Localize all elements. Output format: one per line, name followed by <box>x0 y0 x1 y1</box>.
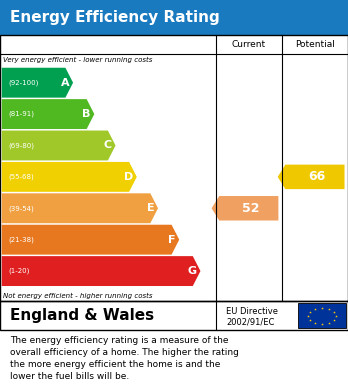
Text: England & Wales: England & Wales <box>10 308 155 323</box>
Text: Very energy efficient - lower running costs: Very energy efficient - lower running co… <box>3 57 153 63</box>
Polygon shape <box>2 193 158 223</box>
Text: 2002/91/EC: 2002/91/EC <box>226 317 275 326</box>
Text: F: F <box>168 235 176 245</box>
Text: Energy Efficiency Rating: Energy Efficiency Rating <box>10 10 220 25</box>
Bar <box>0 35 348 301</box>
Polygon shape <box>2 162 137 192</box>
Text: (69-80): (69-80) <box>9 142 35 149</box>
Text: The energy efficiency rating is a measure of the
overall efficiency of a home. T: The energy efficiency rating is a measur… <box>10 336 239 381</box>
Polygon shape <box>2 256 200 286</box>
Text: (1-20): (1-20) <box>9 268 30 274</box>
Text: (39-54): (39-54) <box>9 205 34 212</box>
Text: (55-68): (55-68) <box>9 174 34 180</box>
Text: D: D <box>124 172 133 182</box>
Polygon shape <box>2 68 73 98</box>
Text: (21-38): (21-38) <box>9 237 34 243</box>
Text: 66: 66 <box>309 170 326 183</box>
Polygon shape <box>2 99 94 129</box>
Polygon shape <box>2 225 179 255</box>
Text: 52: 52 <box>242 202 260 215</box>
Text: A: A <box>61 78 70 88</box>
Text: (81-91): (81-91) <box>9 111 35 117</box>
Text: G: G <box>188 266 197 276</box>
Polygon shape <box>2 131 116 160</box>
Text: (92-100): (92-100) <box>9 79 39 86</box>
Text: B: B <box>82 109 91 119</box>
Text: C: C <box>104 140 112 151</box>
Text: Potential: Potential <box>295 40 335 49</box>
Text: Current: Current <box>232 40 266 49</box>
Text: EU Directive: EU Directive <box>226 307 278 316</box>
Polygon shape <box>212 196 278 221</box>
Polygon shape <box>278 165 345 189</box>
Text: Not energy efficient - higher running costs: Not energy efficient - higher running co… <box>3 292 153 299</box>
Text: E: E <box>147 203 155 213</box>
Bar <box>298 303 346 328</box>
Bar <box>0 0 348 35</box>
